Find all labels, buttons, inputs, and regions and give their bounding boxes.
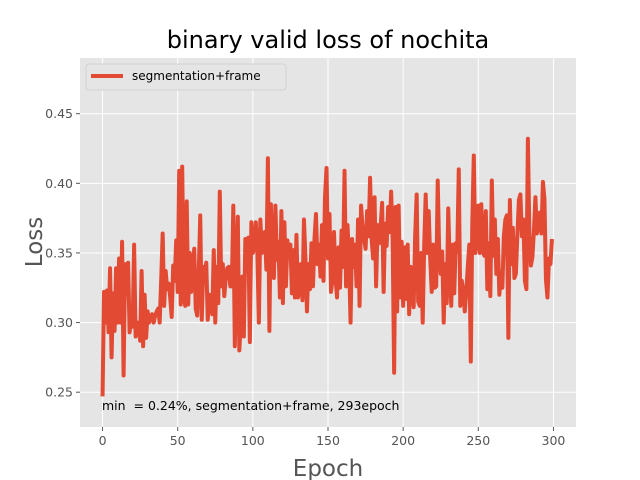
y-tick-label: 0.35	[45, 245, 73, 260]
axis-ticks: 0 50 100 150 200 250 300 0.25 0.30 0.35 0.40 0.45	[45, 106, 565, 448]
x-tick-label: 300	[542, 433, 566, 448]
x-axis-label: Epoch	[293, 456, 363, 480]
y-tick-label: 0.40	[45, 176, 73, 191]
y-tick-label: 0.45	[45, 106, 73, 121]
series-group	[100, 136, 554, 397]
y-tick-label: 0.25	[45, 385, 73, 400]
chart-title: binary valid loss of nochita	[167, 26, 489, 54]
legend: segmentation+frame	[85, 63, 287, 91]
y-tick-label: 0.30	[45, 315, 73, 330]
x-tick-label: 0	[99, 433, 107, 448]
y-axis-label: Loss	[22, 217, 48, 267]
min-annotation: min = 0.24%, segmentation+frame, 293epoc…	[102, 398, 399, 413]
legend-box	[85, 63, 287, 91]
x-tick-label: 250	[466, 433, 490, 448]
legend-label: segmentation+frame	[132, 69, 261, 83]
series-line	[100, 136, 554, 397]
x-tick-label: 50	[170, 433, 186, 448]
x-tick-label: 100	[241, 433, 265, 448]
x-tick-label: 200	[391, 433, 415, 448]
x-tick-label: 150	[316, 433, 340, 448]
